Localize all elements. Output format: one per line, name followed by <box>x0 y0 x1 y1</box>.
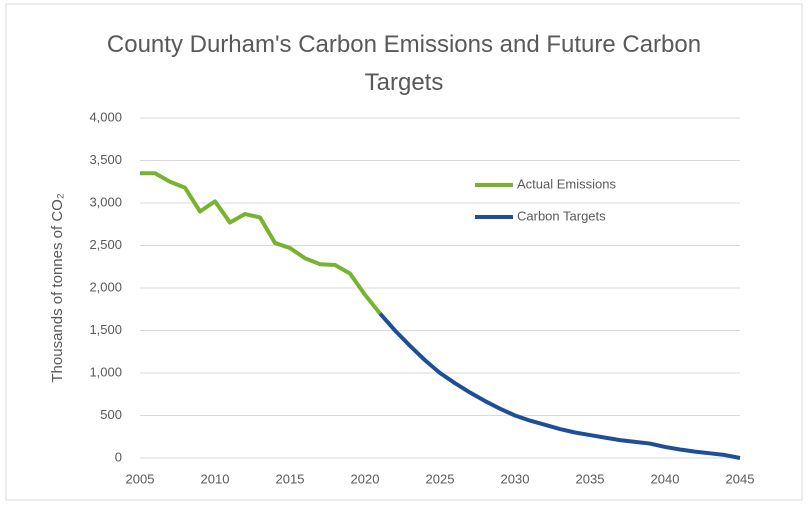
y-tick-label: 1,000 <box>89 364 122 379</box>
line-series <box>378 312 741 460</box>
legend-label: Actual Emissions <box>517 176 616 191</box>
y-tick-label: 0 <box>115 449 122 464</box>
y-tick-label: 1,500 <box>89 322 122 337</box>
y-tick-label: 3,500 <box>89 152 122 167</box>
y-tick-label: 2,000 <box>89 279 122 294</box>
x-tick-label: 2030 <box>501 471 530 486</box>
x-tick-label: 2005 <box>126 471 155 486</box>
y-tick-label: 500 <box>100 407 122 422</box>
y-tick-label: 4,000 <box>89 109 122 124</box>
x-tick-label: 2015 <box>276 471 305 486</box>
x-tick-label: 2035 <box>576 471 605 486</box>
x-tick-label: 2020 <box>351 471 380 486</box>
line-series <box>140 171 382 315</box>
x-tick-label: 2045 <box>726 471 755 486</box>
y-axis-label: Thousands of tonnes of CO₂ <box>49 193 66 382</box>
x-tick-label: 2010 <box>201 471 230 486</box>
y-tick-label: 2,500 <box>89 237 122 252</box>
chart-border <box>5 3 803 501</box>
y-tick-label: 3,000 <box>89 194 122 209</box>
chart-title: County Durham's Carbon Emissions and Fut… <box>106 31 702 96</box>
legend-label: Carbon Targets <box>517 208 606 223</box>
x-tick-label: 2040 <box>651 471 680 486</box>
x-tick-label: 2025 <box>426 471 455 486</box>
